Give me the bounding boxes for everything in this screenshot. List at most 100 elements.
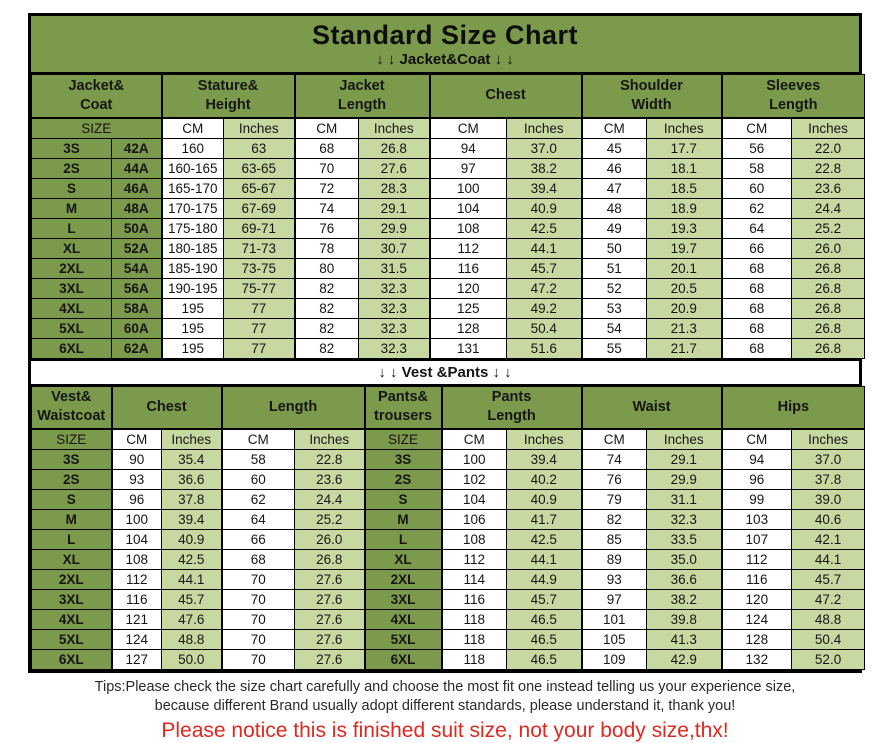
value-cell: 39.4 — [160, 509, 223, 530]
value-cell: 180-185 — [160, 237, 224, 259]
value-cell: 74 — [293, 197, 359, 219]
size-cell: 5XL — [363, 629, 443, 650]
value-cell: 29.1 — [646, 449, 723, 470]
size-cell: 52A — [111, 237, 162, 259]
value-cell: 128 — [428, 317, 508, 339]
unit-header-cell: CM — [720, 117, 793, 139]
value-cell: 66 — [220, 529, 296, 550]
group-header-cell: Shoulder Width — [580, 74, 723, 119]
value-cell: 114 — [440, 569, 508, 590]
value-cell: 70 — [220, 589, 296, 610]
value-cell: 73-75 — [223, 257, 295, 279]
table-row: 3XL 56A 190-195 75-77 82 32.3 120 47.2 52 20.5 68 2… — [31, 277, 866, 299]
value-cell: 39.8 — [646, 609, 723, 630]
value-cell: 131 — [428, 337, 508, 359]
value-cell: 175-180 — [160, 217, 224, 239]
value-cell: 63 — [223, 137, 295, 159]
value-cell: 62 — [220, 489, 296, 510]
value-cell: 50.4 — [506, 317, 583, 339]
unit-header-cell: Inches — [357, 117, 431, 139]
value-cell: 118 — [440, 629, 508, 650]
value-cell: 37.0 — [791, 449, 866, 470]
value-cell: 63-65 — [223, 157, 295, 179]
unit-header-cell: Inches — [160, 428, 223, 450]
value-cell: 70 — [220, 609, 296, 630]
value-cell: 26.0 — [294, 529, 366, 550]
table-row: 2S 93 36.6 60 23.6 2S 102 40.2 76 29.9 96 37.8 — [31, 469, 866, 490]
value-cell: 112 — [440, 549, 508, 570]
value-cell: 23.6 — [791, 177, 866, 199]
value-cell: 102 — [440, 469, 508, 490]
value-cell: 22.8 — [294, 449, 366, 470]
value-cell: 29.9 — [357, 217, 431, 239]
vest-pants-banner: ↓ ↓ Vest &Pants ↓ ↓ — [31, 358, 859, 386]
value-cell: 53 — [580, 297, 648, 319]
group-header-cell: Length — [220, 385, 366, 430]
tips-line-1: Tips:Please check the size chart careful… — [94, 679, 796, 695]
table-row: 3S 42A 160 63 68 26.8 94 37.0 45 17.7 56 22.0 — [31, 137, 866, 159]
value-cell: 78 — [293, 237, 359, 259]
value-cell: 77 — [223, 337, 295, 359]
value-cell: 112 — [428, 237, 508, 259]
value-cell: 82 — [293, 297, 359, 319]
value-cell: 24.4 — [294, 489, 366, 510]
jacket-coat-banner: ↓ ↓ Jacket&Coat ↓ ↓ — [376, 51, 514, 68]
table-row: XL 52A 180-185 71-73 78 30.7 112 44.1 50 19.7 66 26… — [31, 237, 866, 259]
value-cell: 38.2 — [646, 589, 723, 610]
size-cell: 48A — [111, 197, 162, 219]
size-cell: 2XL — [363, 569, 443, 590]
size-cell: 3S — [31, 137, 112, 159]
value-cell: 132 — [720, 649, 793, 670]
value-cell: 68 — [720, 297, 793, 319]
value-cell: 22.0 — [791, 137, 866, 159]
value-cell: 58 — [720, 157, 793, 179]
value-cell: 195 — [160, 337, 224, 359]
size-cell: 3XL — [31, 277, 112, 299]
size-cell: 4XL — [31, 297, 112, 319]
value-cell: 21.3 — [646, 317, 723, 339]
value-cell: 104 — [110, 529, 162, 550]
unit-header-cell: Inches — [646, 117, 723, 139]
value-cell: 32.3 — [646, 509, 723, 530]
size-cell: 3XL — [363, 589, 443, 610]
value-cell: 45.7 — [791, 569, 866, 590]
value-cell: 41.7 — [506, 509, 583, 530]
value-cell: 29.9 — [646, 469, 723, 490]
value-cell: 96 — [720, 469, 793, 490]
size-cell: 3XL — [31, 589, 112, 610]
value-cell: 49 — [580, 217, 648, 239]
value-cell: 79 — [580, 489, 648, 510]
value-cell: 96 — [110, 489, 162, 510]
value-cell: 85 — [580, 529, 648, 550]
size-cell: 2S — [363, 469, 443, 490]
value-cell: 64 — [220, 509, 296, 530]
table-row: 2S 44A 160-165 63-65 70 27.6 97 38.2 46 18.1 58 22.… — [31, 157, 866, 179]
page-title: Standard Size Chart — [311, 20, 579, 50]
value-cell: 100 — [428, 177, 508, 199]
table-row: M 48A 170-175 67-69 74 29.1 104 40.9 48 18.9 62 24.… — [31, 197, 866, 219]
value-cell: 93 — [110, 469, 162, 490]
value-cell: 26.8 — [791, 277, 866, 299]
size-cell: 44A — [111, 157, 162, 179]
value-cell: 32.3 — [357, 297, 431, 319]
size-cell: 5XL — [31, 629, 112, 650]
value-cell: 101 — [580, 609, 648, 630]
value-cell: 109 — [580, 649, 648, 670]
table-row: XL 108 42.5 68 26.8 XL 112 44.1 89 35.0 112 44.1 — [31, 549, 866, 570]
value-cell: 103 — [720, 509, 793, 530]
table-row: 4XL 121 47.6 70 27.6 4XL 118 46.5 101 39.8 124 48.8 — [31, 609, 866, 630]
size-cell: 60A — [111, 317, 162, 339]
value-cell: 107 — [720, 529, 793, 550]
table-row: 2XL 54A 185-190 73-75 80 31.5 116 45.7 51 20.1 68 2… — [31, 257, 866, 279]
value-cell: 112 — [720, 549, 793, 570]
table-row: 5XL 60A 195 77 82 32.3 128 50.4 54 21.3 68 26.8 — [31, 317, 866, 339]
value-cell: 51.6 — [506, 337, 583, 359]
value-cell: 20.5 — [646, 277, 723, 299]
size-cell: 42A — [111, 137, 162, 159]
value-cell: 42.5 — [506, 529, 583, 550]
value-cell: 52 — [580, 277, 648, 299]
value-cell: 48.8 — [160, 629, 223, 650]
size-cell: M — [363, 509, 443, 530]
value-cell: 32.3 — [357, 337, 431, 359]
value-cell: 33.5 — [646, 529, 723, 550]
